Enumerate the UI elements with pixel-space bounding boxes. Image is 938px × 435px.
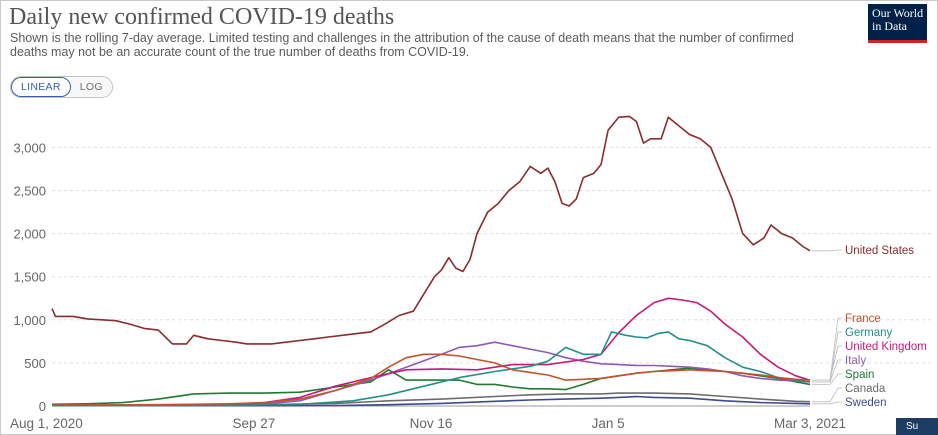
y-tick-label: 0: [39, 399, 46, 414]
series-label: Canada: [845, 383, 886, 395]
series-line-united-states: [51, 115, 811, 345]
chart-subtitle: Shown is the rolling 7-day average. Limi…: [10, 31, 794, 59]
linear-scale-button[interactable]: LINEAR: [11, 77, 71, 97]
share-corner-button[interactable]: Su: [896, 418, 938, 435]
x-tick-label: Sep 27: [232, 416, 275, 431]
scale-toggle: LINEAR LOG: [10, 76, 113, 98]
y-tick-label: 2,500: [13, 184, 46, 199]
y-tick-label: 1,000: [13, 313, 46, 328]
y-tick-label: 1,500: [13, 270, 46, 285]
label-leader-line: [812, 373, 842, 385]
x-tick-label: Jan 5: [592, 416, 625, 431]
series-line-italy: [51, 341, 811, 407]
x-tick-label: Nov 16: [410, 416, 453, 431]
series-line-united-kingdom: [51, 297, 811, 407]
logo-line-2: in Data: [872, 19, 907, 33]
chart-title: Daily new confirmed COVID-19 deaths: [9, 4, 395, 30]
log-scale-button[interactable]: LOG: [70, 77, 112, 97]
series-label: Italy: [845, 355, 866, 367]
series-label: Sweden: [845, 397, 887, 409]
x-tick-label: Mar 3, 2021: [774, 416, 846, 431]
label-leader-line: [812, 387, 842, 403]
label-leader-line: [812, 359, 842, 383]
series-label: Germany: [845, 327, 893, 339]
y-tick-label: 2,000: [13, 227, 46, 242]
label-leader-line: [812, 401, 842, 405]
x-tick-label: Aug 1, 2020: [10, 416, 83, 431]
logo-line-1: Our World: [872, 6, 924, 20]
label-leader-line: [812, 249, 842, 252]
series-label: United Kingdom: [845, 341, 927, 353]
series-line-france: [51, 353, 811, 406]
series-label: United States: [845, 245, 914, 257]
y-tick-label: 500: [24, 356, 46, 371]
label-leader-line: [812, 345, 842, 381]
y-tick-label: 3,000: [13, 140, 46, 155]
series-line-germany: [51, 331, 811, 407]
series-label: France: [845, 313, 881, 325]
series-label: Spain: [845, 369, 874, 381]
owid-logo[interactable]: Our World in Data: [868, 4, 927, 43]
series-line-sweden: [52, 395, 811, 407]
